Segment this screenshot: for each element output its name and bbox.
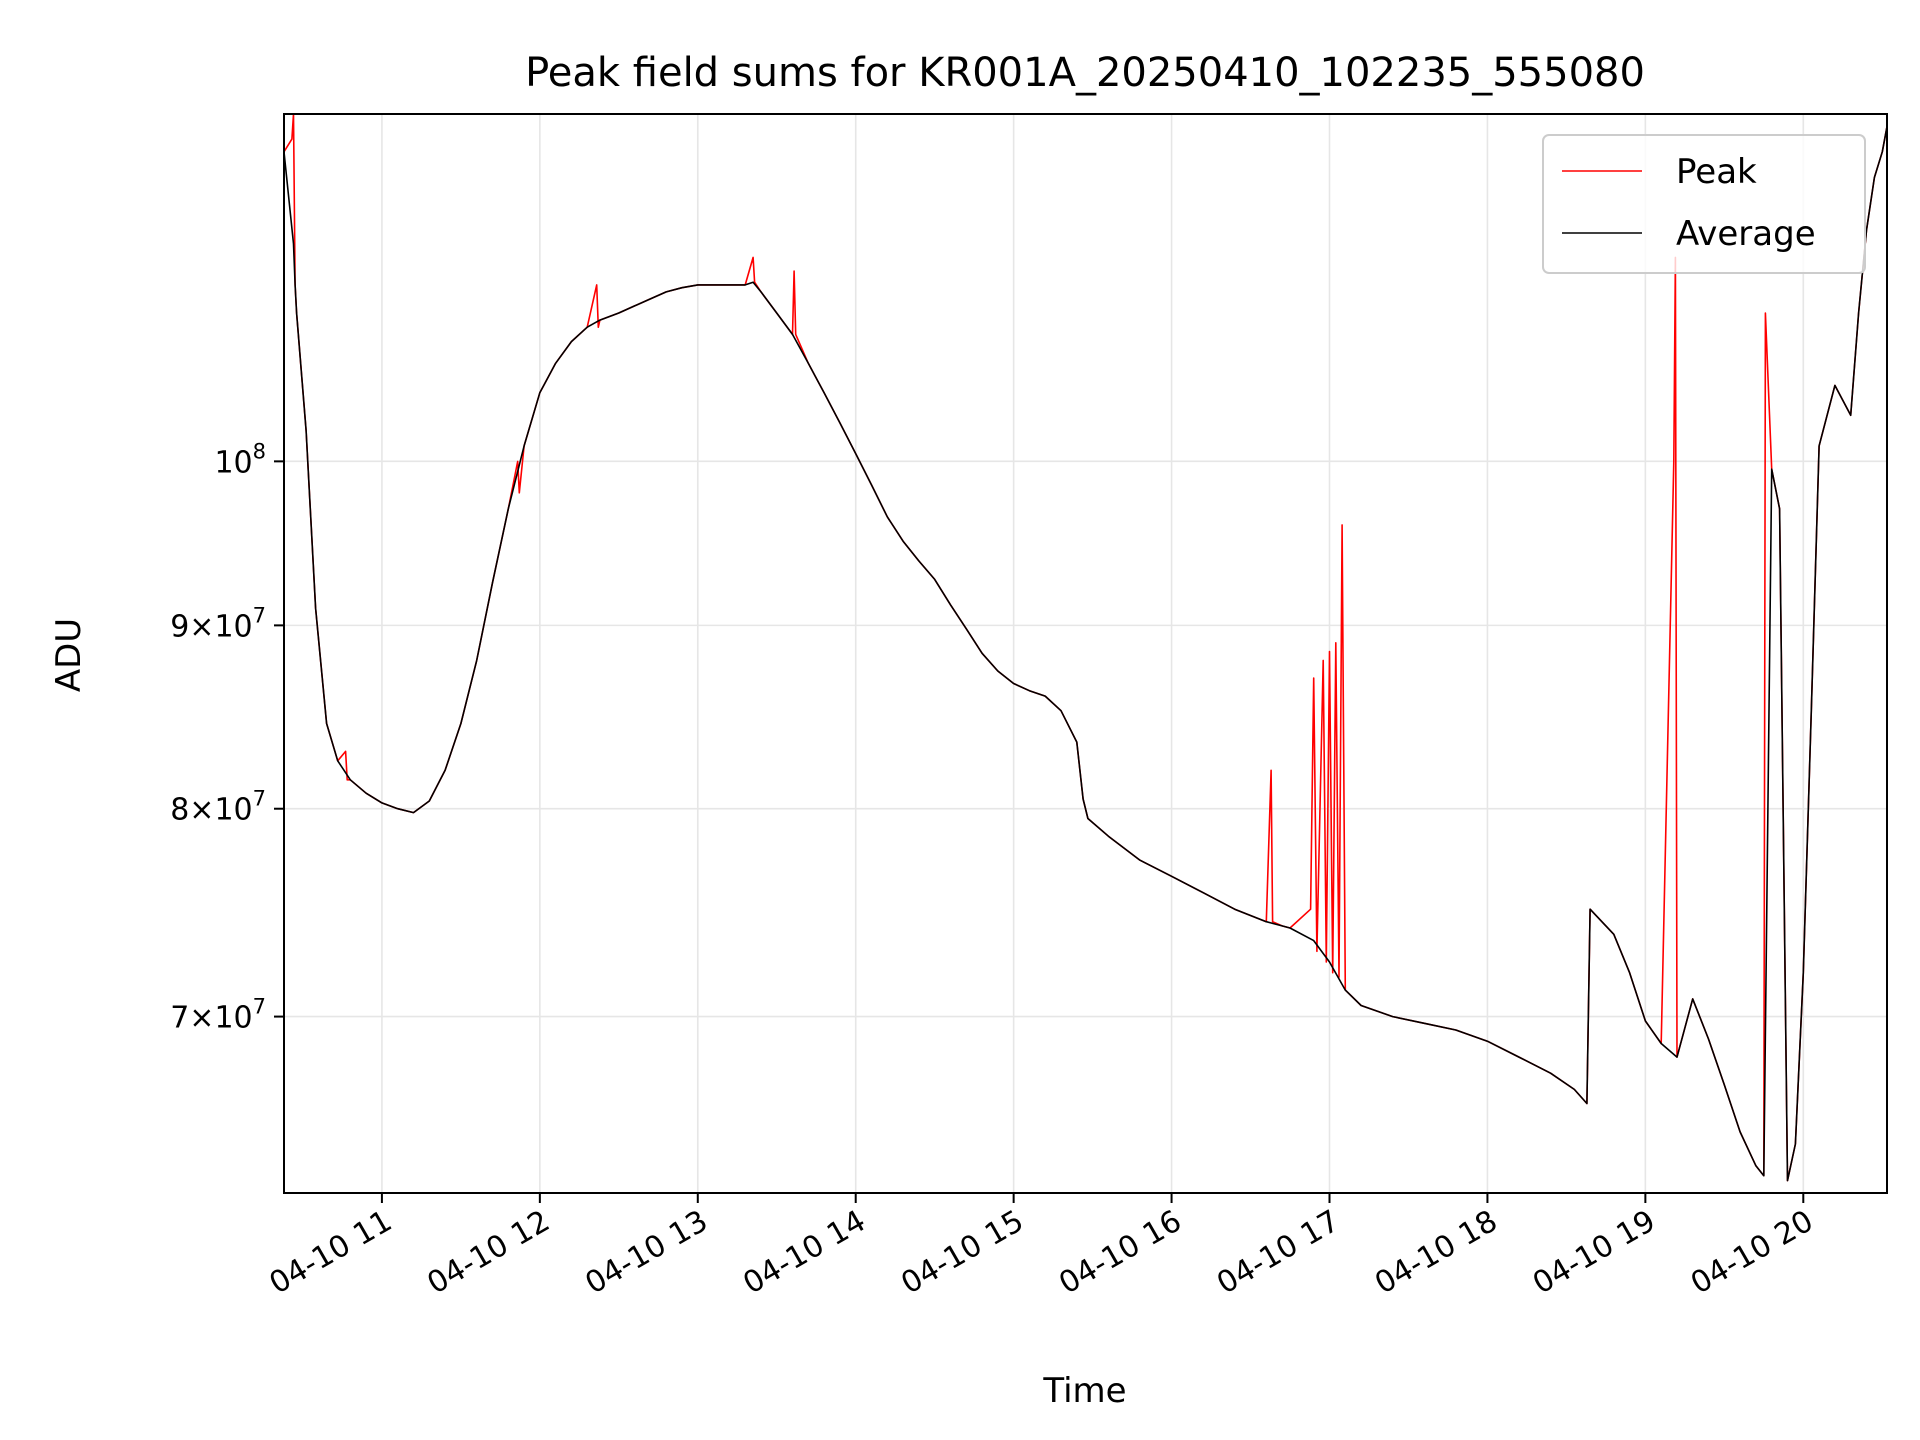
y-tick-base: 7×10 bbox=[170, 1001, 252, 1036]
chart-title: Peak field sums for KR001A_20250410_1022… bbox=[525, 50, 1645, 96]
plot-frame bbox=[283, 113, 1888, 1194]
series-layer bbox=[284, 114, 1887, 1182]
grid bbox=[284, 114, 1887, 1193]
y-tick-exponent: 8 bbox=[253, 439, 266, 463]
legend-box bbox=[1542, 134, 1866, 274]
y-tick-exponent: 7 bbox=[253, 603, 266, 627]
series-line-average bbox=[284, 126, 1887, 1182]
y-tick-label: 8×107 bbox=[170, 787, 266, 828]
y-tick-exponent: 7 bbox=[253, 995, 266, 1019]
y-tick-label: 7×107 bbox=[170, 995, 266, 1036]
y-tick-base: 10 bbox=[214, 445, 252, 480]
y-tick-label: 9×107 bbox=[170, 603, 266, 644]
x-axis-label: Time bbox=[1042, 1371, 1126, 1411]
legend-peak-label: Peak bbox=[1676, 152, 1757, 192]
y-tick-base: 9×10 bbox=[170, 609, 252, 644]
legend-average-label: Average bbox=[1676, 214, 1816, 254]
legend: Peak Average bbox=[1542, 134, 1866, 274]
y-tick-label: 108 bbox=[214, 439, 266, 480]
y-tick-base: 8×10 bbox=[170, 793, 252, 828]
y-axis-label: ADU bbox=[49, 618, 89, 692]
y-tick-exponent: 7 bbox=[253, 787, 266, 811]
